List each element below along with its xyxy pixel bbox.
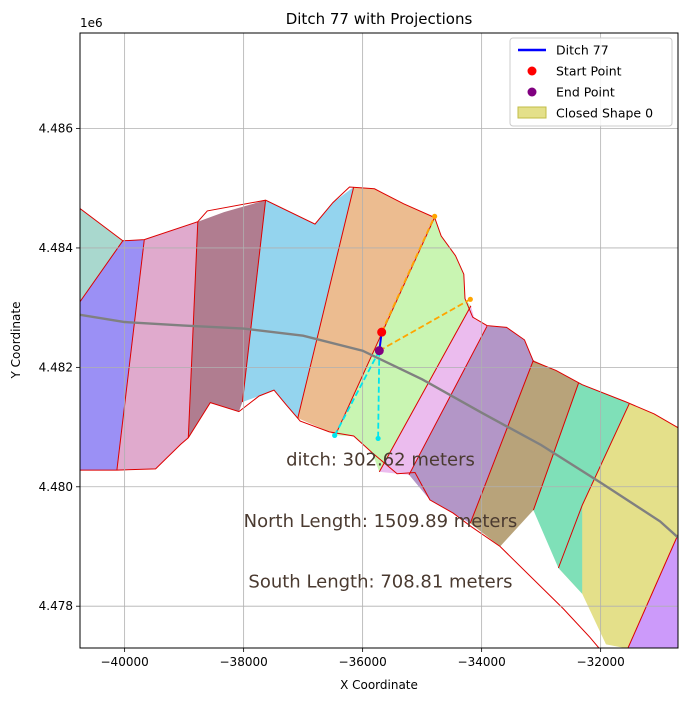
annotation-label: North Length: 1509.89 meters [244, 511, 518, 532]
x-tick-label: −34000 [458, 655, 506, 669]
shapes-layer [80, 186, 678, 648]
grid-layer [80, 33, 678, 648]
shape-region [470, 360, 579, 547]
legend-swatch-dot [527, 66, 537, 76]
x-tick-label: −38000 [220, 655, 268, 669]
y-offset-label: 1e6 [80, 16, 103, 30]
shape-divider [532, 382, 580, 511]
legend-box [509, 37, 673, 127]
start-point [377, 327, 387, 337]
shape-region [335, 217, 471, 472]
shape-divider [187, 221, 199, 438]
projection-endpoint [467, 296, 473, 302]
projection-endpoint [332, 432, 338, 439]
legend: Ditch 77 Start Point End Point Closed Shape… [509, 37, 673, 127]
shape-outline [80, 186, 678, 648]
shape-region [242, 187, 354, 419]
shape-divider [469, 360, 534, 524]
y-tick-label: 4.486 [39, 122, 73, 136]
shape-region [188, 200, 266, 438]
ticks-layer: −40000 −38000 −36000 −34000 −32000 4.478 4.480… [39, 122, 625, 669]
chart-title: Ditch 77 with Projections [286, 10, 473, 28]
legend-label: End Point [556, 85, 615, 100]
x-tick-label: −32000 [577, 655, 625, 669]
shape-region [558, 403, 678, 648]
shape-divider [241, 200, 267, 403]
x-tick-label: −40000 [101, 655, 149, 669]
projection-line [377, 350, 381, 439]
y-tick-label: 4.484 [39, 241, 73, 255]
centerline [80, 313, 678, 539]
shape-region [297, 187, 435, 436]
shape-divider [627, 534, 678, 648]
shape-divider [116, 239, 145, 471]
projection-line [333, 350, 381, 436]
legend-label: Ditch 77 [556, 43, 609, 58]
shape-divider [408, 325, 488, 476]
y-tick-label: 4.480 [39, 480, 73, 494]
shape-region [379, 305, 487, 475]
projection-endpoint [375, 435, 381, 442]
shape-region [409, 326, 534, 524]
shape-divider [297, 186, 355, 419]
shape-divider [557, 403, 630, 569]
end-point [374, 346, 384, 356]
x-tick-label: −36000 [339, 655, 387, 669]
shape-divider [80, 240, 124, 302]
annotations-layer: ditch: 302.62 meters North Length: 1509.8… [244, 449, 518, 592]
axes-frame [79, 32, 679, 649]
legend-swatch-dot [527, 87, 537, 97]
annotation-label: South Length: 708.81 meters [248, 572, 512, 593]
shape-divider [378, 305, 472, 473]
projection-endpoint [432, 213, 438, 219]
y-tick-label: 4.482 [39, 360, 73, 374]
shape-region [116, 221, 198, 471]
legend-swatch-patch [517, 106, 547, 119]
annotation-label: ditch: 302.62 meters [286, 449, 475, 470]
y-axis-label: Y Coordinate [9, 302, 23, 380]
legend-label: Start Point [556, 64, 622, 79]
projection-line [380, 215, 436, 333]
shape-region [80, 239, 145, 471]
legend-label: Closed Shape 0 [556, 106, 653, 121]
shape-region [533, 382, 630, 594]
x-axis-label: X Coordinate [340, 678, 418, 692]
lines-layer [80, 213, 678, 539]
shape-region [80, 208, 123, 302]
y-tick-label: 4.478 [39, 599, 73, 613]
